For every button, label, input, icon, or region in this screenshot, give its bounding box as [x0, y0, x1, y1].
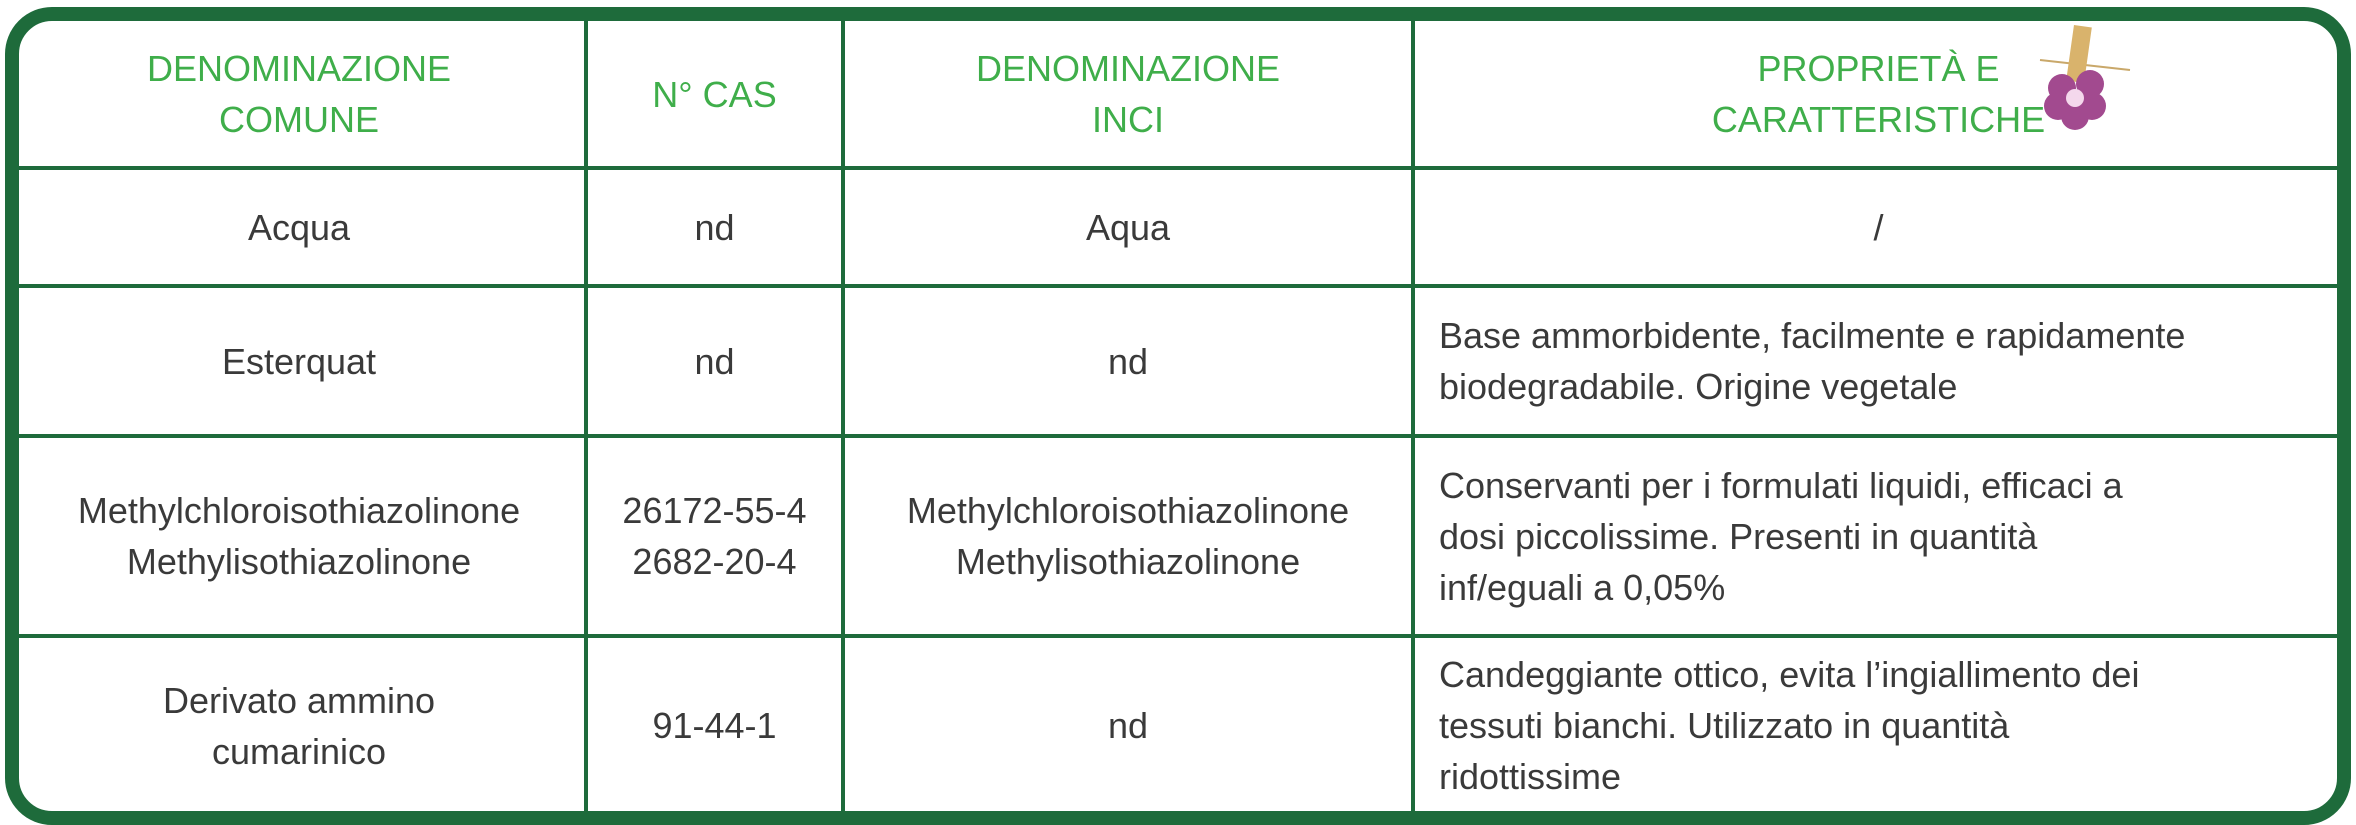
cell-text: inf/eguali a 0,05%	[1439, 566, 1726, 608]
cell-text: cumarinico	[211, 730, 387, 772]
table-cell: nd	[843, 286, 1413, 436]
table-cell: Candeggiante ottico, evita l’ingiallimen…	[1413, 636, 2344, 815]
cell-text: Acqua	[247, 206, 351, 248]
header-cell: PROPRIETÀ E CARATTERISTICHE	[1413, 20, 2344, 168]
table-cell: 91-44-1	[586, 636, 843, 815]
cell-text: COMUNE	[219, 99, 379, 140]
table-cell: Methylchloroisothiazolinone Methylisothia…	[12, 436, 586, 636]
cell-text: Methylchloroisothiazolinone	[77, 490, 521, 531]
cell-text: Methylisothiazolinone	[955, 541, 1301, 582]
table-cell: Acqua	[12, 168, 586, 286]
cell-text: nd	[1107, 705, 1149, 746]
cell-text: Aqua	[1085, 206, 1171, 248]
header-cell: N° CAS	[586, 20, 843, 168]
cell-text: INCI	[1092, 99, 1164, 140]
table-cell: Derivato ammino cumarinico	[12, 636, 586, 815]
cell-text: 26172-55-4	[622, 490, 807, 531]
cell-text: Methylchloroisothiazolinone	[906, 490, 1350, 531]
flower-decoration	[2039, 25, 2131, 130]
table-cell: Conservanti per i formulati liquidi, eff…	[1413, 436, 2344, 636]
table-cell: nd	[586, 168, 843, 286]
outer-border	[5, 7, 2351, 825]
table-cell: nd	[843, 636, 1413, 815]
cell-text: tessuti bianchi. Utilizzato in quantità	[1439, 705, 2010, 746]
cell-text: DENOMINAZIONE	[146, 48, 451, 89]
cell-text: CARATTERISTICHE	[1711, 99, 2046, 140]
table-cell: Aqua	[843, 168, 1413, 286]
header-cell: DENOMINAZIONE INCI	[843, 20, 1413, 168]
cell-text: nd	[694, 206, 735, 248]
cell-text: ridottissime	[1439, 756, 1622, 797]
table-cell: Base ammorbidente, facilmente e rapidame…	[1413, 286, 2344, 436]
cell-text: dosi piccolissime. Presenti in quantità	[1439, 515, 2038, 557]
table-cell: nd	[586, 286, 843, 436]
cell-text: biodegradabile. Origine vegetale	[1439, 366, 1958, 407]
cell-text: N° CAS	[652, 73, 777, 115]
cell-text: DENOMINAZIONE	[975, 48, 1280, 89]
cell-text: 2682-20-4	[632, 541, 797, 582]
table-cell: Methylchloroisothiazolinone Methylisothia…	[843, 436, 1413, 636]
cell-text: Conservanti per i formulati liquidi, eff…	[1439, 464, 2123, 506]
cell-text: PROPRIETÀ E	[1757, 48, 2000, 89]
grid	[12, 20, 2344, 815]
cell-text: Candeggiante ottico, evita l’ingiallimen…	[1439, 654, 2140, 695]
cell-text: 91-44-1	[652, 705, 777, 746]
cell-text: nd	[694, 340, 735, 382]
cell-text: nd	[1107, 340, 1149, 382]
cell-text: Esterquat	[221, 340, 377, 382]
header-cell: DENOMINAZIONE COMUNE	[12, 20, 586, 168]
table-cell: 26172-55-4 2682-20-4	[586, 436, 843, 636]
cell-text: Methylisothiazolinone	[126, 541, 472, 582]
cell-text: Base ammorbidente, facilmente e rapidame…	[1439, 315, 2186, 356]
table-cell: Esterquat	[12, 286, 586, 436]
cell-text: Derivato ammino	[162, 679, 436, 721]
table-cell: /	[1413, 168, 2344, 286]
cell-text: /	[1873, 206, 1884, 248]
